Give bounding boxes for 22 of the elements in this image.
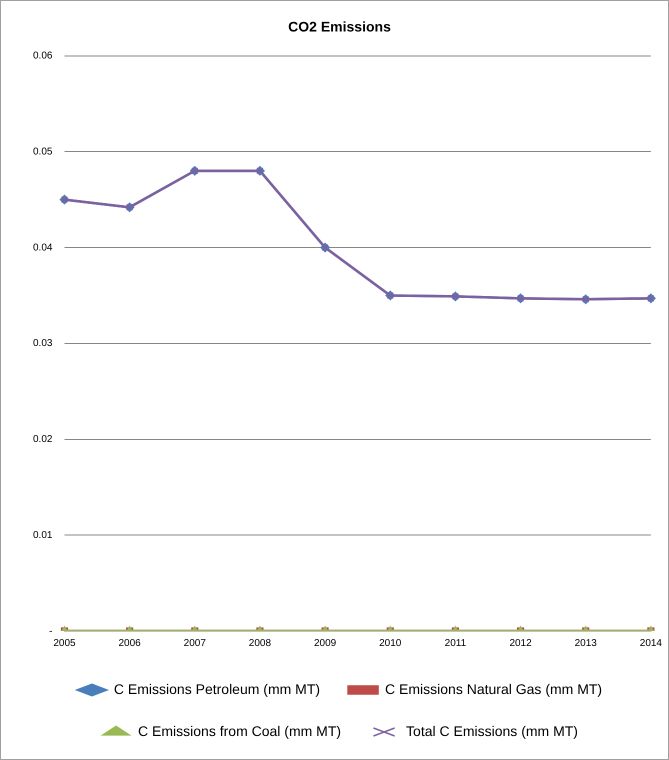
y-tick-label: 0.01 — [32, 530, 53, 541]
legend-label: C Emissions Natural Gas (mm MT) — [385, 680, 602, 697]
legend-label: Total C Emissions (mm MT) — [406, 722, 578, 739]
y-tick-label: 0.05 — [32, 146, 53, 158]
x-tick-label: 2007 — [184, 638, 206, 649]
y-tick-label: 0.04 — [32, 242, 53, 254]
x-tick-label: 2012 — [509, 638, 532, 649]
x-tick-label: 2006 — [118, 638, 142, 649]
legend-label: C Emissions Petroleum (mm MT) — [114, 680, 320, 697]
y-tick-label: 0.02 — [32, 434, 53, 446]
x-tick-label: 2008 — [248, 638, 272, 649]
y-tick-label: 0.03 — [32, 338, 53, 350]
x-tick-label: 2014 — [640, 638, 662, 649]
x-tick-label: 2010 — [379, 638, 402, 649]
x-tick-label: 2011 — [444, 638, 467, 649]
x-tick-label: 2009 — [314, 638, 337, 649]
chart-title: CO2 Emissions — [288, 18, 392, 34]
legend-label: C Emissions from Coal (mm MT) — [138, 722, 342, 739]
y-tick-label: 0.06 — [32, 50, 53, 62]
x-tick-label: 2013 — [574, 638, 598, 649]
y-tick-label: - — [49, 626, 52, 637]
x-tick-label: 2005 — [53, 638, 76, 649]
